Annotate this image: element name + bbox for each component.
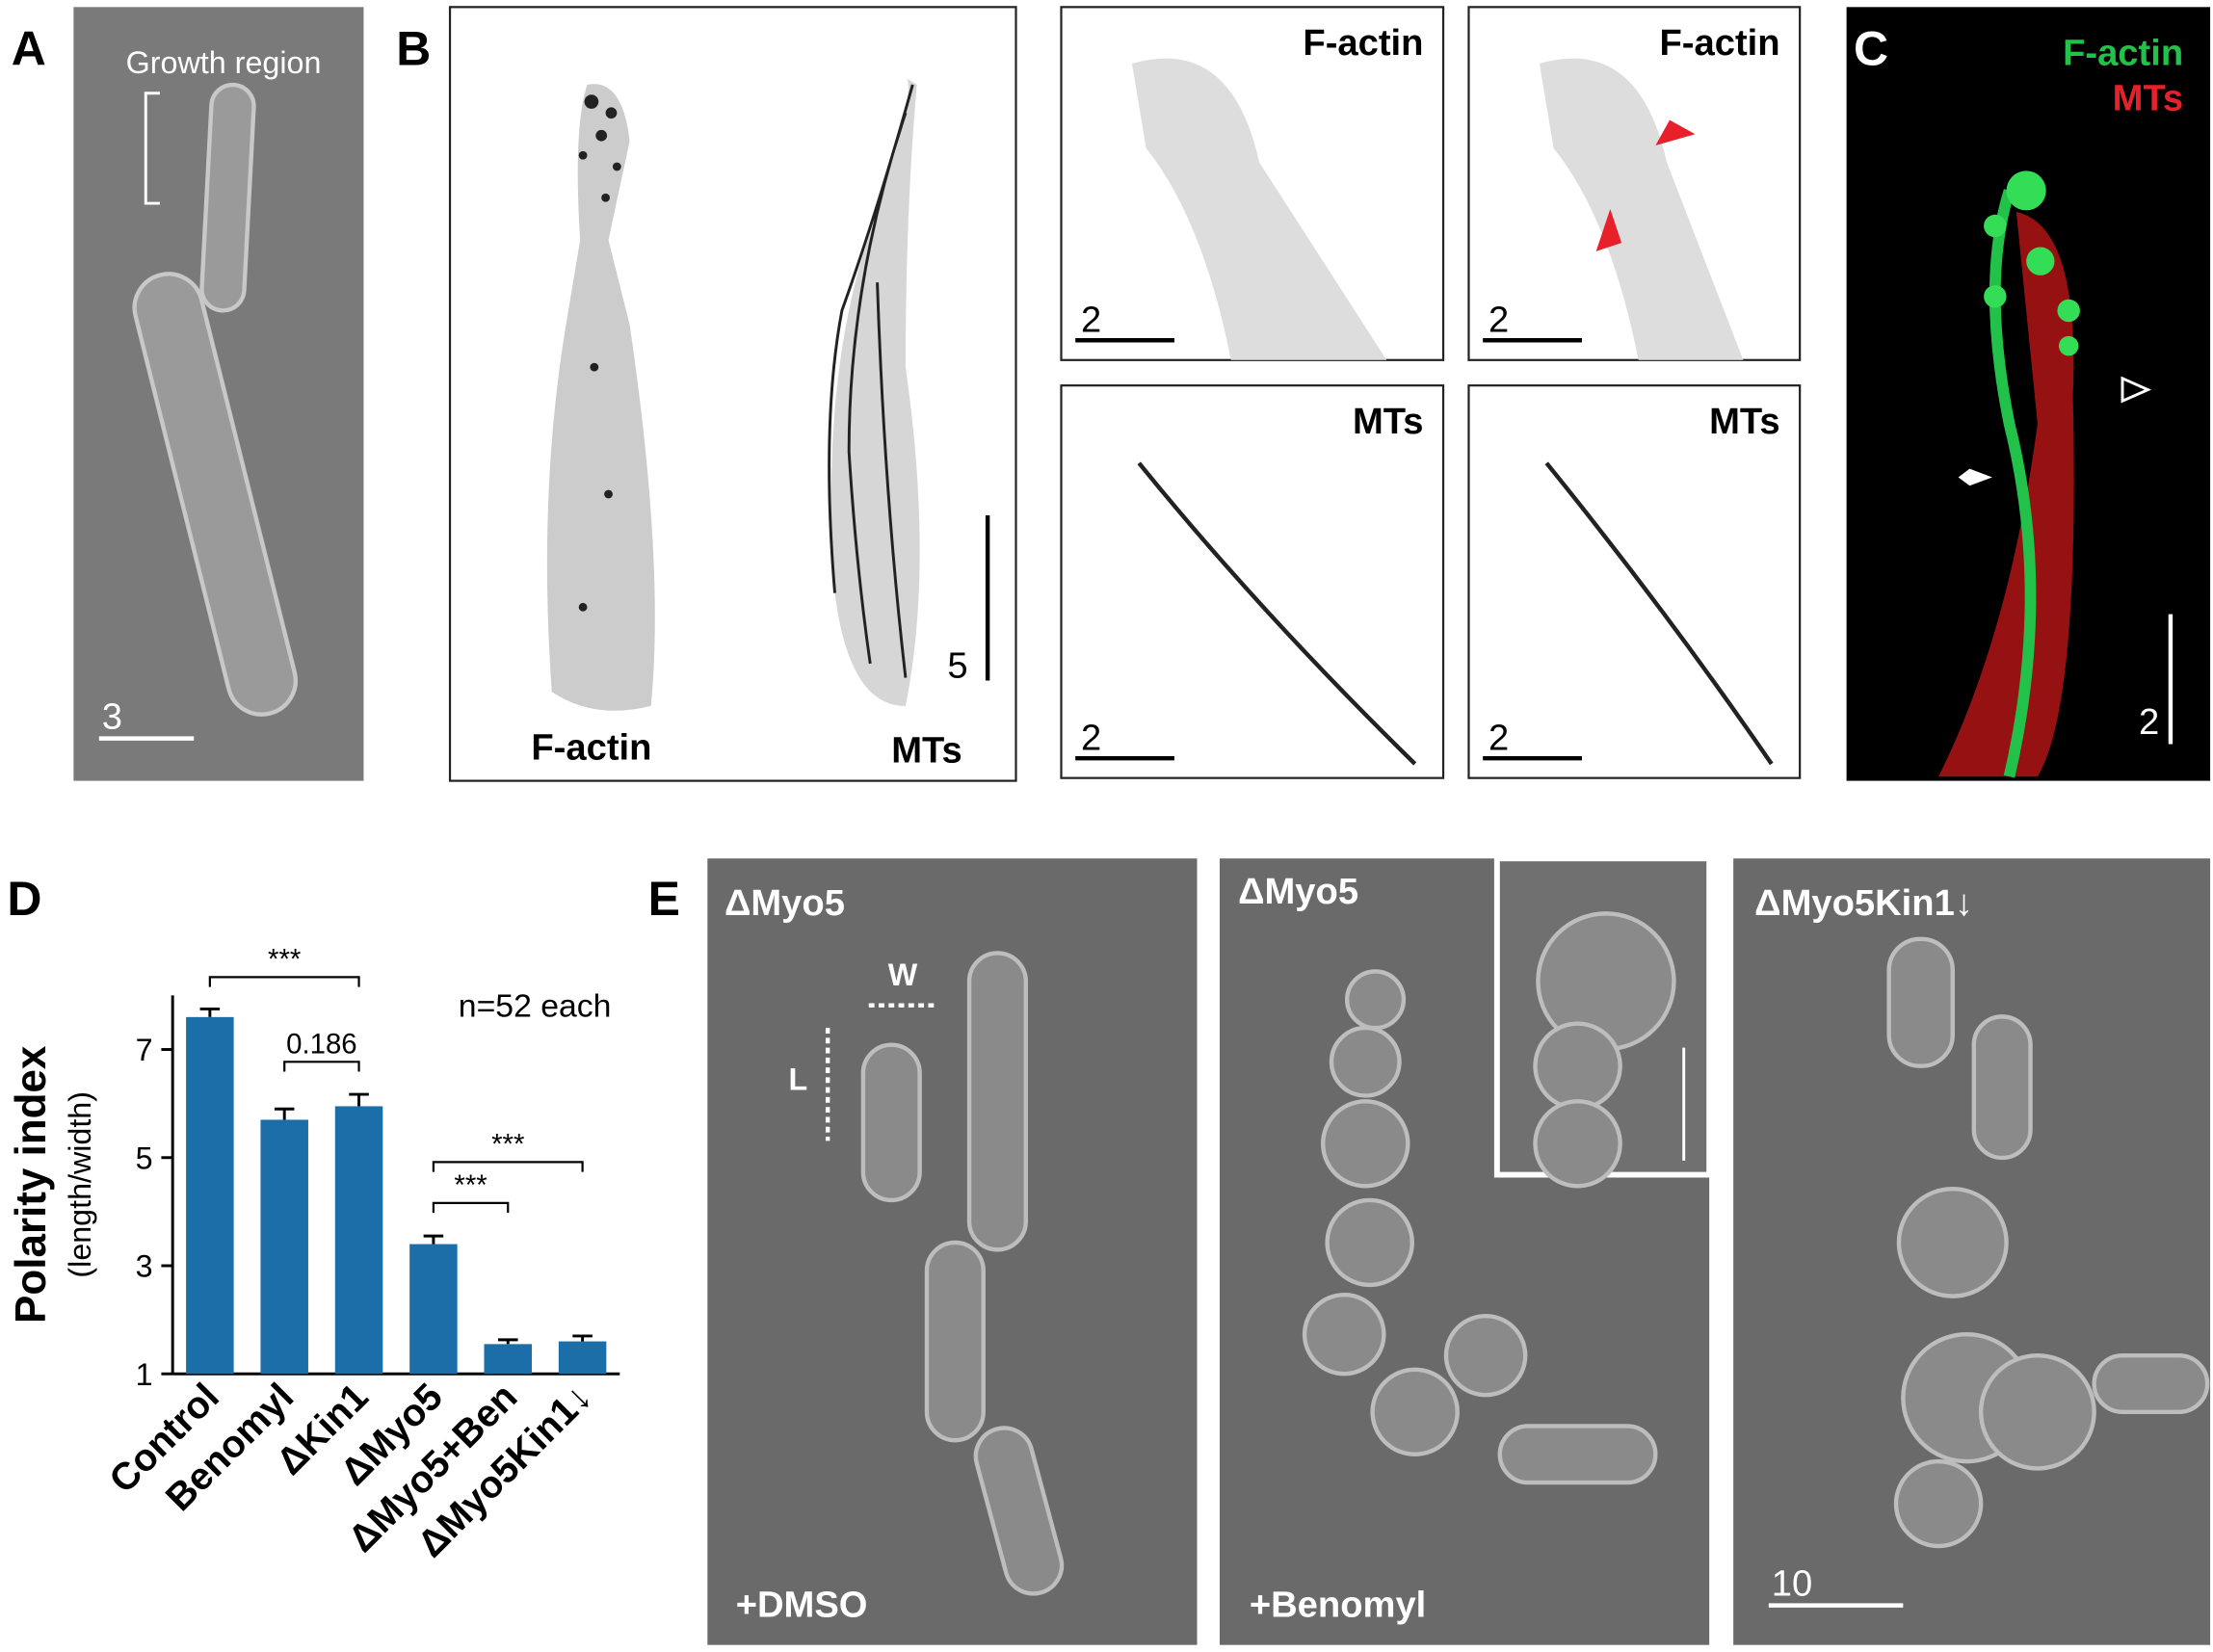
cell — [1938, 170, 2080, 778]
bracket — [283, 1061, 360, 1072]
channel-label: F-actin — [2063, 32, 2183, 73]
arrowhead — [1655, 119, 1696, 145]
cell — [132, 82, 299, 717]
scale-label: 2 — [1081, 717, 1101, 758]
cell — [1539, 58, 1744, 360]
scale-label: 2 — [2139, 701, 2159, 743]
scale-label: 2 — [1489, 717, 1509, 758]
scale-label: 10 — [1772, 1562, 1812, 1604]
y-tick-label: 1 — [136, 1357, 153, 1392]
bracket — [144, 92, 160, 205]
image-label: MTs — [891, 730, 962, 772]
panel-label: E — [648, 872, 680, 926]
micrograph — [1060, 384, 1445, 779]
annotation: Growth region — [126, 45, 322, 80]
arrowhead — [1595, 208, 1622, 251]
cell — [546, 77, 920, 711]
image-title: ΔMyo5Kin1↓ — [1754, 882, 1973, 924]
cell — [1131, 58, 1387, 360]
image-label: MTs — [1709, 401, 1779, 442]
note: n=52 each — [459, 987, 612, 1024]
cells — [1533, 911, 1676, 1189]
panel-label: D — [7, 872, 41, 926]
image-condition: +Benomyl — [1250, 1584, 1426, 1625]
panel-label: B — [396, 21, 431, 75]
arrowhead — [1958, 468, 1992, 486]
scale-label: 2 — [1081, 299, 1101, 340]
bracket — [208, 976, 360, 987]
scale-label: 3 — [102, 695, 122, 737]
panel-label: A — [12, 21, 46, 75]
significance-label: 0.186 — [286, 1029, 356, 1061]
bar — [260, 1119, 308, 1375]
bracket — [432, 1161, 584, 1172]
image-title: ΔMyo5 — [1238, 871, 1358, 912]
y-tick-label: 7 — [136, 1033, 153, 1067]
length-label: L — [788, 1062, 807, 1097]
scale-label: 5 — [947, 645, 967, 687]
image-label: F-actin — [1659, 22, 1779, 64]
image-label: F-actin — [531, 727, 651, 769]
micrograph — [1467, 384, 1802, 779]
bar — [484, 1344, 533, 1375]
width-label: W — [888, 957, 918, 992]
image-label: MTs — [1353, 401, 1423, 442]
bar — [558, 1341, 607, 1375]
y-tick-label: 5 — [136, 1141, 153, 1176]
scale-label: 2 — [1489, 299, 1509, 340]
significance-label: *** — [491, 1129, 524, 1161]
y-axis-label: Polarity index — [8, 1045, 55, 1324]
panel-label: C — [1854, 21, 1888, 75]
bar — [334, 1106, 383, 1375]
filament — [1544, 461, 1774, 766]
significance-label: *** — [454, 1169, 487, 1201]
channel-label: MTs — [2113, 77, 2183, 118]
image-title: ΔMyo5 — [724, 882, 845, 924]
image-condition: +DMSO — [736, 1584, 868, 1625]
bracket — [432, 1201, 510, 1214]
micrograph — [448, 6, 1017, 782]
filament — [1137, 461, 1417, 766]
arrowhead — [2121, 376, 2152, 404]
image-label: F-actin — [1303, 22, 1423, 64]
significance-label: *** — [268, 944, 301, 976]
bar — [186, 1016, 234, 1375]
y-axis-sublabel: (length/width) — [63, 1091, 97, 1278]
y-tick-label: 3 — [136, 1249, 153, 1284]
bar — [409, 1244, 458, 1375]
cells — [860, 936, 2210, 1596]
